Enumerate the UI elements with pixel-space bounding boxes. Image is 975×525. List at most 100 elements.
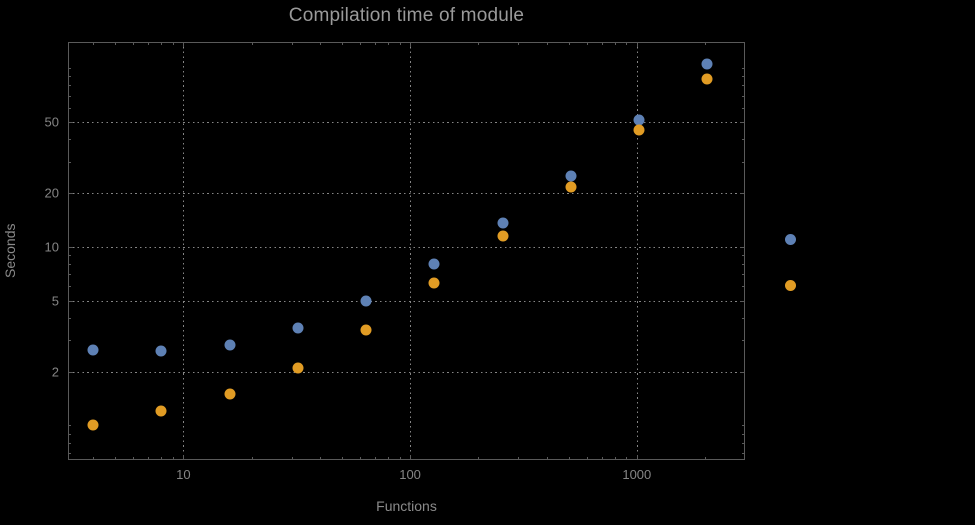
y-minor-tick-mark — [68, 68, 71, 70]
x-minor-tick-mark — [705, 457, 707, 460]
y-gridline — [68, 246, 745, 248]
data-point-series-2 — [360, 324, 372, 336]
x-gridline — [636, 42, 638, 460]
data-point-series-1 — [633, 114, 645, 126]
x-minor-tick-mark — [388, 42, 390, 45]
x-gridline — [183, 42, 185, 460]
y-tick-mark — [68, 371, 73, 373]
y-minor-tick-mark — [742, 274, 745, 276]
x-minor-tick-mark — [251, 42, 253, 45]
x-tick-label: 1000 — [622, 467, 652, 482]
y-minor-tick-mark — [68, 286, 71, 288]
x-tick-mark — [410, 42, 412, 47]
data-point-series-1 — [292, 322, 304, 334]
y-minor-tick-mark — [742, 107, 745, 109]
y-tick-mark — [68, 192, 73, 194]
x-minor-tick-mark — [161, 42, 163, 45]
x-minor-tick-mark — [546, 42, 548, 45]
y-tick-mark — [68, 246, 73, 248]
x-tick-mark — [636, 455, 638, 460]
x-minor-tick-mark — [319, 42, 321, 45]
y-tick-mark — [740, 246, 745, 248]
y-tick-mark — [68, 300, 73, 302]
chart-title: Compilation time of module — [288, 5, 525, 26]
x-axis-label: Functions — [376, 498, 437, 514]
data-point-series-1 — [360, 295, 372, 306]
y-minor-tick-mark — [68, 433, 71, 435]
x-minor-tick-mark — [399, 42, 401, 45]
y-minor-tick-mark — [68, 264, 71, 266]
x-minor-tick-mark — [93, 42, 95, 45]
y-minor-tick-mark — [742, 442, 745, 444]
x-tick-mark — [183, 455, 185, 460]
y-minor-tick-mark — [68, 95, 71, 97]
legend — [785, 234, 796, 291]
x-minor-tick-mark — [478, 42, 480, 45]
data-point-series-1 — [428, 258, 440, 270]
x-tick-label: 100 — [399, 467, 421, 482]
x-minor-tick-mark — [341, 457, 343, 460]
y-tick-mark — [740, 121, 745, 123]
data-point-series-1 — [701, 58, 713, 70]
x-minor-tick-mark — [705, 42, 707, 45]
x-minor-tick-mark — [359, 457, 361, 460]
data-point-series-2 — [87, 419, 99, 431]
data-point-series-1 — [224, 339, 236, 351]
x-minor-tick-mark — [148, 42, 150, 45]
y-tick-mark — [740, 371, 745, 373]
y-minor-tick-mark — [68, 85, 71, 87]
x-minor-tick-mark — [626, 457, 628, 460]
x-minor-tick-mark — [115, 42, 117, 45]
x-minor-tick-mark — [374, 457, 376, 460]
x-minor-tick-mark — [586, 42, 588, 45]
y-minor-tick-mark — [742, 254, 745, 256]
x-minor-tick-mark — [291, 457, 293, 460]
y-minor-tick-mark — [68, 139, 71, 141]
x-minor-tick-mark — [546, 457, 548, 460]
data-point-series-2 — [565, 181, 577, 193]
y-minor-tick-mark — [742, 68, 745, 70]
y-gridline — [68, 192, 745, 194]
y-minor-tick-mark — [68, 274, 71, 276]
plot-frame — [68, 42, 745, 460]
x-tick-mark — [410, 455, 412, 460]
x-minor-tick-mark — [251, 457, 253, 460]
y-tick-label: 2 — [51, 364, 59, 380]
y-tick-label: 10 — [44, 239, 59, 255]
x-minor-tick-mark — [172, 457, 174, 460]
data-point-series-1 — [565, 170, 577, 182]
x-gridline — [410, 42, 412, 460]
x-minor-tick-mark — [115, 457, 117, 460]
y-minor-tick-mark — [68, 254, 71, 256]
x-minor-tick-mark — [161, 457, 163, 460]
y-gridline — [68, 121, 745, 123]
y-minor-tick-mark — [742, 76, 745, 78]
y-minor-tick-mark — [68, 161, 71, 163]
x-tick-label: 10 — [176, 467, 191, 482]
y-minor-tick-mark — [742, 161, 745, 163]
x-minor-tick-mark — [359, 42, 361, 45]
x-tick-mark — [636, 42, 638, 47]
y-minor-tick-mark — [742, 286, 745, 288]
plot-area: 10 100 1000 2 5 10 20 50 — [45, 42, 745, 482]
x-tick-mark — [183, 42, 185, 47]
y-minor-tick-mark — [742, 95, 745, 97]
x-minor-tick-mark — [601, 42, 603, 45]
y-minor-tick-mark — [68, 425, 71, 427]
data-point-series-2 — [292, 362, 304, 374]
x-minor-tick-mark — [291, 42, 293, 45]
data-point-series-1 — [87, 344, 99, 356]
legend-marker-series-1 — [785, 234, 796, 245]
y-minor-tick-mark — [68, 453, 71, 455]
x-minor-tick-mark — [374, 42, 376, 45]
x-minor-tick-mark — [626, 42, 628, 45]
y-minor-tick-mark — [742, 425, 745, 427]
y-minor-tick-mark — [68, 442, 71, 444]
y-minor-tick-mark — [742, 317, 745, 319]
y-tick-mark — [740, 192, 745, 194]
data-point-series-2 — [497, 230, 509, 242]
x-minor-tick-mark — [319, 457, 321, 460]
y-axis-label: Seconds — [2, 223, 18, 279]
y-gridline — [68, 300, 745, 302]
